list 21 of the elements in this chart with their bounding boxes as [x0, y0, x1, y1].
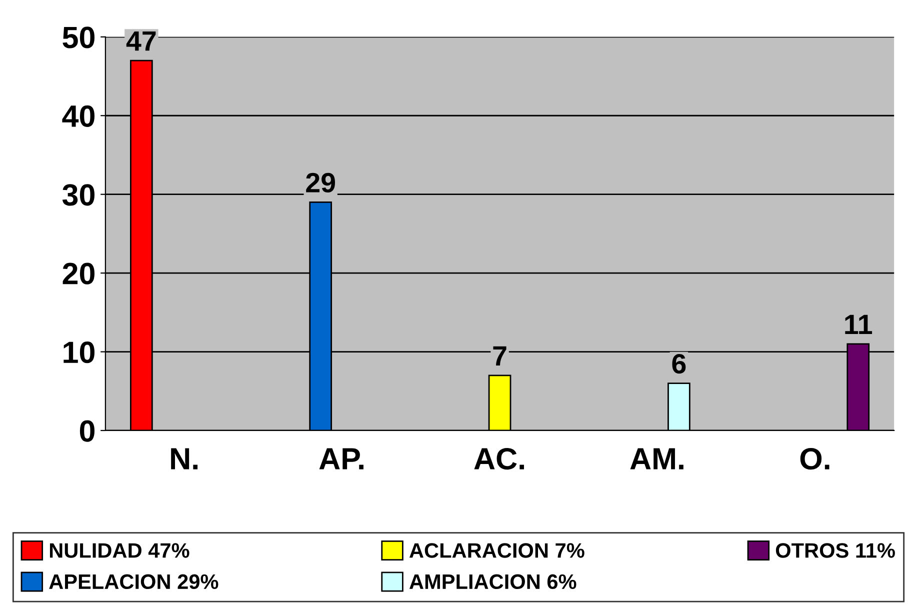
y-tick-label: 30: [62, 184, 94, 206]
data-label: 47: [126, 31, 156, 51]
legend-label: NULIDAD 47%: [50, 543, 190, 558]
x-tick-label: AM.: [630, 448, 684, 470]
data-label: 11: [845, 314, 872, 334]
y-tick-label: 0: [80, 420, 94, 442]
x-tick-label: AP.: [319, 448, 364, 470]
y-tick-label: 20: [62, 262, 94, 284]
data-label: 29: [306, 172, 336, 193]
data-label: 6: [672, 354, 686, 374]
x-tick-label: AC.: [474, 448, 524, 470]
legend-label: APELACION 29%: [49, 574, 218, 590]
y-tick-label: 40: [62, 105, 94, 127]
legend-label: OTROS 11%: [776, 543, 895, 558]
x-tick-label: N.: [171, 448, 198, 470]
legend-label: AMPLIACION 6%: [409, 574, 576, 590]
legend-label: ACLARACION 7%: [409, 543, 584, 558]
x-tick-label: O.: [800, 448, 830, 470]
data-label: 7: [493, 346, 506, 366]
y-tick-label: 10: [64, 342, 94, 364]
y-tick-label: 50: [62, 26, 94, 48]
